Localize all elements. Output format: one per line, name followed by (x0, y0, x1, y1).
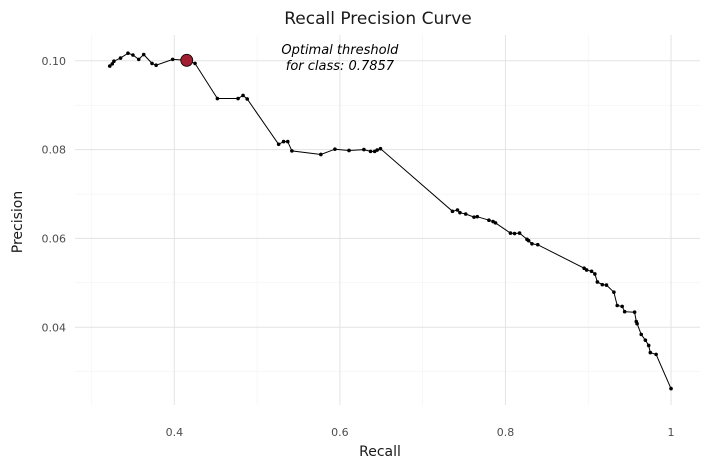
x-tick-label: 1 (668, 426, 675, 439)
optimal-threshold-annotation: Optimal threshold for class: 0.7857 (281, 43, 399, 74)
data-point (107, 64, 112, 68)
data-point (530, 241, 534, 246)
data-point (362, 147, 366, 152)
data-point (112, 59, 116, 64)
data-point (455, 208, 460, 212)
data-point (595, 280, 600, 284)
data-point (604, 283, 609, 287)
optimal-threshold-marker (180, 53, 194, 67)
data-point (472, 215, 476, 219)
data-point (126, 51, 130, 56)
data-point (643, 338, 648, 342)
x-axis-label: Recall (359, 444, 401, 460)
y-tick-label: 0.06 (42, 232, 67, 245)
data-point (589, 269, 594, 274)
data-point (154, 63, 158, 68)
data-point (615, 303, 620, 308)
data-point (375, 148, 379, 152)
data-point (508, 231, 513, 235)
axis-ticks: 0.4 0.6 0.8 1 0.04 0.06 0.08 0.10 (42, 55, 675, 439)
data-point (463, 212, 468, 216)
data-point (118, 56, 123, 60)
data-point (475, 214, 480, 219)
data-point (150, 61, 154, 66)
data-point (285, 139, 290, 144)
data-point (450, 209, 455, 214)
data-point (368, 149, 373, 154)
data-points (107, 51, 673, 391)
data-point (193, 61, 197, 66)
data-point (290, 149, 294, 153)
data-point (493, 221, 498, 225)
data-point (333, 147, 337, 151)
data-point (281, 139, 286, 144)
data-point (378, 146, 383, 151)
x-tick-label: 0.8 (497, 426, 515, 439)
chart-title: Recall Precision Curve (284, 9, 472, 29)
data-point (635, 321, 639, 326)
data-point (245, 97, 249, 101)
data-point (517, 231, 522, 235)
data-point (584, 268, 589, 272)
y-tick-label: 0.10 (42, 55, 67, 68)
data-point (654, 352, 658, 357)
data-point (241, 93, 245, 98)
data-point (319, 152, 323, 157)
data-point (648, 350, 653, 355)
data-point (639, 332, 644, 337)
data-point (526, 238, 531, 243)
x-tick-label: 0.6 (331, 426, 349, 439)
y-tick-label: 0.04 (42, 321, 67, 334)
x-tick-label: 0.4 (166, 426, 184, 439)
data-point (487, 218, 491, 223)
data-point (612, 290, 616, 294)
annotation-line: for class: 0.7857 (286, 59, 395, 74)
data-point (620, 304, 624, 309)
data-point (131, 53, 135, 57)
data-point (170, 57, 175, 62)
data-point (110, 62, 115, 66)
y-axis-label: Precision (10, 191, 26, 253)
data-point (582, 266, 586, 270)
data-point (593, 272, 597, 276)
grid (75, 35, 700, 405)
data-point (622, 309, 627, 314)
data-point (669, 386, 673, 391)
data-point (535, 242, 540, 247)
data-point (458, 210, 462, 215)
data-point (141, 52, 146, 57)
data-point (136, 57, 141, 62)
y-tick-label: 0.08 (42, 144, 67, 157)
data-point (646, 343, 651, 348)
data-point (215, 96, 220, 101)
data-point (600, 282, 605, 287)
data-point (276, 142, 281, 147)
data-point (347, 148, 351, 153)
data-point (632, 310, 637, 314)
annotation-line: Optimal threshold (281, 43, 399, 58)
data-point (512, 231, 517, 236)
data-point (236, 96, 240, 101)
